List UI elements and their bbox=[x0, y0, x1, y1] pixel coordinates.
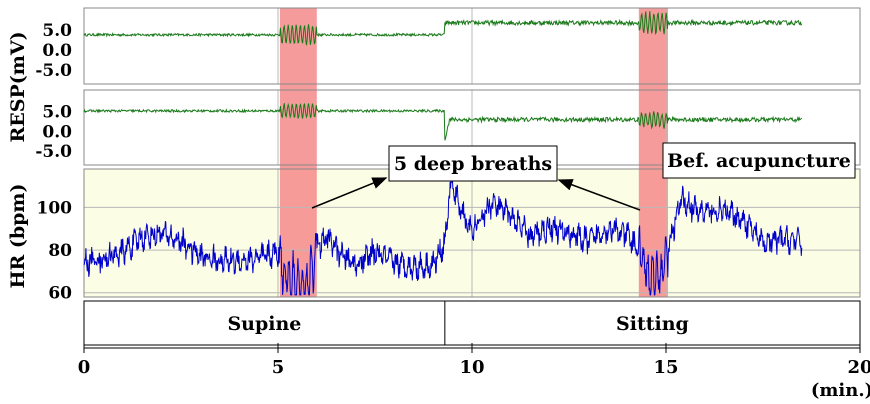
annotation-bef-acupuncture: Bef. acupuncture bbox=[662, 142, 856, 179]
x-unit-label: (min.) bbox=[811, 380, 870, 401]
annotation-bef-acupuncture-box bbox=[662, 142, 856, 179]
x-tick-label-1: 5 bbox=[272, 357, 285, 378]
resp1-tick-label-0: 5.0 bbox=[42, 21, 72, 41]
phase-label-supine: Supine bbox=[227, 313, 301, 335]
annotation-deep-breaths-box bbox=[388, 145, 558, 182]
resp-axis-label: RESP(mV) bbox=[7, 31, 29, 142]
phase-label-sitting: Sitting bbox=[616, 313, 689, 335]
hr-tick-label-0: 100 bbox=[37, 198, 73, 218]
resp1-tick-label-1: 0.0 bbox=[42, 41, 72, 61]
annotation-deep-breaths: 5 deep breaths bbox=[388, 145, 558, 182]
resp-trace-1 bbox=[83, 11, 803, 46]
x-tick-label-4: 20 bbox=[847, 357, 870, 378]
arrow-left bbox=[311, 177, 388, 209]
hr-axis-label: HR (bpm) bbox=[7, 183, 29, 288]
annotation-deep-breaths-text: 5 deep breaths bbox=[394, 153, 552, 175]
hr-trace bbox=[83, 177, 803, 296]
resp1-tick-label-2: -5.0 bbox=[35, 61, 72, 81]
resp-traces bbox=[83, 11, 803, 141]
x-tick-label-0: 0 bbox=[78, 357, 91, 378]
resp2-tick-label-1: 0.0 bbox=[42, 122, 72, 142]
x-ticks: 0 5 10 15 20 bbox=[78, 343, 870, 378]
phase-bar: Supine Sitting bbox=[83, 300, 861, 346]
x-tick-label-3: 15 bbox=[653, 357, 678, 378]
resp2-tick-label-2: -5.0 bbox=[35, 142, 72, 162]
annotation-bef-acupuncture-text: Bef. acupuncture bbox=[667, 150, 851, 172]
phase-bar-frame bbox=[83, 300, 861, 346]
resp2-tick-label-0: 5.0 bbox=[42, 103, 72, 123]
x-tick-label-2: 10 bbox=[459, 357, 484, 378]
hr-tick-label-1: 80 bbox=[48, 241, 72, 261]
resp-trace-2 bbox=[83, 102, 803, 141]
hr-trace-line bbox=[83, 177, 803, 296]
resp1-frame bbox=[83, 7, 861, 85]
arrow-right bbox=[557, 179, 641, 211]
hr-tick-label-2: 60 bbox=[48, 284, 72, 304]
